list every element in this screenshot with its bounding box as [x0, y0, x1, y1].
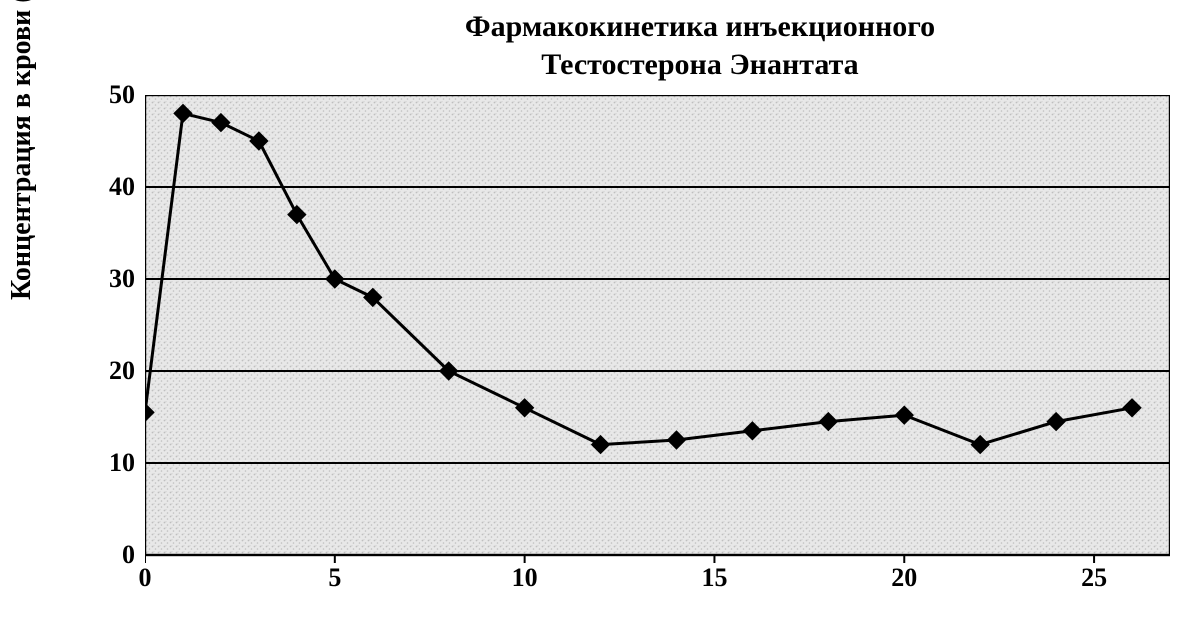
- y-tick-label: 50: [109, 80, 135, 110]
- plot-area: 010203040500510152025: [145, 95, 1170, 555]
- y-tick-label: 20: [109, 356, 135, 386]
- x-tick-label: 10: [512, 563, 538, 593]
- chart-title-line2: Тестостерона Энантата: [541, 48, 858, 81]
- y-tick-label: 30: [109, 264, 135, 294]
- x-tick-label: 15: [701, 563, 727, 593]
- x-tick-label: 25: [1081, 563, 1107, 593]
- y-tick-label: 10: [109, 448, 135, 478]
- x-tick-label: 0: [139, 563, 152, 593]
- chart-svg: [145, 95, 1170, 585]
- x-tick-label: 20: [891, 563, 917, 593]
- chart-title-line1: Фармакокинетика инъекционного: [465, 10, 935, 43]
- chart-title: Фармакокинетика инъекционного Тестостеро…: [300, 8, 1100, 83]
- y-axis-label-text: Концентрация в крови (нанограмм\мл): [6, 0, 37, 300]
- y-axis-label: Концентрация в крови (нанограмм\мл): [6, 0, 38, 300]
- y-tick-label: 40: [109, 172, 135, 202]
- x-tick-label: 5: [328, 563, 341, 593]
- y-tick-label: 0: [122, 540, 135, 570]
